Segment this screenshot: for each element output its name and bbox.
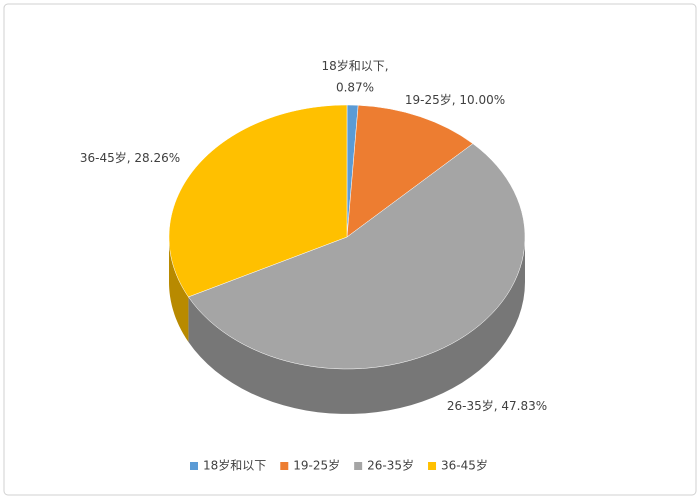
data-label: 36-45岁, 28.26% [80, 150, 180, 165]
pie-slice [346, 104, 474, 238]
data-label: 18岁和以下, [321, 58, 388, 73]
data-label: 26-35岁, 47.83% [447, 398, 547, 413]
legend-label: 18岁和以下 [203, 458, 266, 473]
label-sep: , [385, 59, 389, 73]
pie-slice [188, 143, 526, 370]
legend-swatch [354, 462, 363, 470]
pie-side [169, 237, 189, 342]
data-label: 19-25岁, 10.00% [405, 92, 505, 107]
pie-slice [168, 104, 348, 298]
label-sep: , [127, 151, 135, 165]
legend-swatch [428, 462, 437, 470]
label-value: 10.00% [459, 93, 505, 107]
legend-label: 19-25岁 [293, 458, 340, 473]
label-category: 26-35岁 [447, 398, 494, 413]
label-category: 36-45岁 [80, 150, 127, 165]
legend-label: 26-35岁 [367, 458, 414, 473]
label-category: 18岁和以下 [321, 58, 384, 73]
label-value: 47.83% [501, 399, 547, 413]
data-label: 0.87% [336, 81, 374, 95]
label-sep: , [452, 93, 460, 107]
pie-side [188, 237, 525, 414]
label-sep: , [494, 399, 502, 413]
legend-label: 36-45岁 [441, 458, 488, 473]
legend-swatch [190, 462, 198, 470]
legend-swatch [280, 462, 289, 470]
label-category: 19-25岁 [405, 92, 452, 107]
label-value: 28.26% [134, 151, 180, 165]
